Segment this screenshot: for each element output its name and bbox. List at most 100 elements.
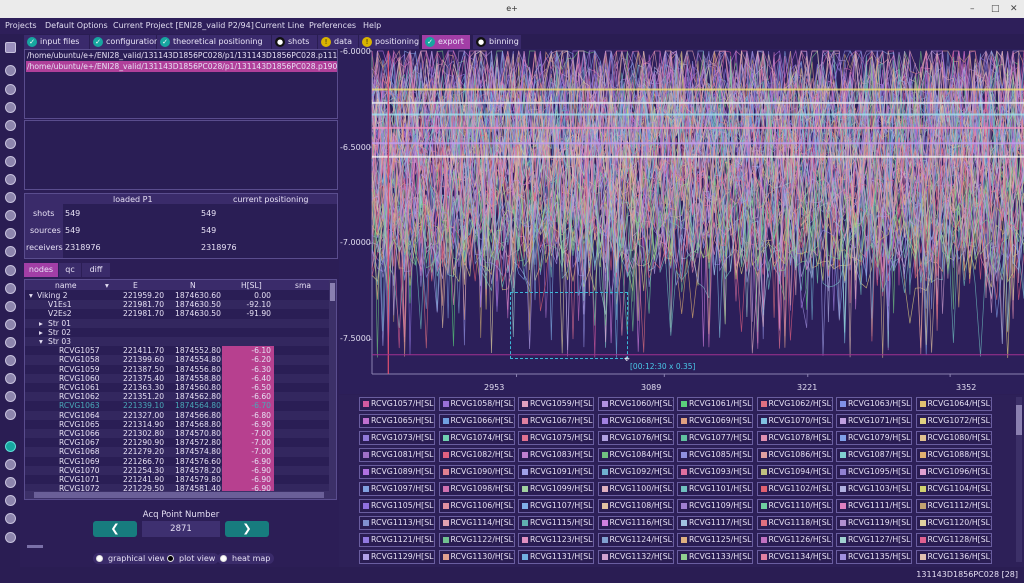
legend-item[interactable]: RCVG1125/H[SL] bbox=[677, 533, 753, 547]
legend-item[interactable]: RCVG1107/H[SL] bbox=[518, 499, 594, 513]
table-row[interactable]: RCVG1068 221279.20 1874574.80 -7.00 bbox=[25, 447, 329, 457]
tool-icon[interactable] bbox=[5, 373, 16, 384]
legend-item[interactable]: RCVG1061/H[SL] bbox=[677, 397, 753, 411]
table-row[interactable]: RCVG1069 221266.70 1874576.60 -6.90 bbox=[25, 456, 329, 466]
legend-item[interactable]: RCVG1108/H[SL] bbox=[597, 499, 674, 513]
tab-diff[interactable]: diff bbox=[82, 263, 110, 277]
tool-icon[interactable] bbox=[5, 513, 16, 524]
radio-plot-view[interactable]: plot view bbox=[164, 553, 220, 564]
minimize-icon[interactable]: – bbox=[970, 4, 975, 14]
legend-item[interactable]: RCVG1122/H[SL] bbox=[438, 533, 515, 547]
table-row[interactable]: RCVG1066 221302.80 1874570.80 -7.00 bbox=[25, 429, 329, 439]
scroll-thumb[interactable] bbox=[330, 283, 335, 301]
legend-item[interactable]: RCVG1078/H[SL] bbox=[756, 431, 833, 445]
table-row[interactable]: RCVG1065 221314.90 1874568.80 -6.90 bbox=[25, 419, 329, 429]
legend-item[interactable]: RCVG1113/H[SL] bbox=[359, 516, 435, 530]
legend-item[interactable]: RCVG1129/H[SL] bbox=[359, 550, 435, 564]
tool-icon[interactable] bbox=[5, 65, 16, 76]
tab-configuration[interactable]: ✓ configuration bbox=[90, 35, 159, 49]
legend-item[interactable]: RCVG1101/H[SL] bbox=[677, 482, 753, 496]
legend-item[interactable]: RCVG1126/H[SL] bbox=[756, 533, 833, 547]
tool-icon[interactable] bbox=[5, 246, 16, 257]
legend-item[interactable]: RCVG1130/H[SL] bbox=[438, 550, 515, 564]
legend-item[interactable]: RCVG1110/H[SL] bbox=[756, 499, 833, 513]
tool-icon[interactable] bbox=[5, 495, 16, 506]
legend-item[interactable]: RCVG1096/H[SL] bbox=[915, 465, 992, 479]
table-row[interactable]: ▸ Str 02 bbox=[25, 328, 329, 337]
legend-item[interactable]: RCVG1057/H[SL] bbox=[359, 397, 435, 411]
legend-item[interactable]: RCVG1083/H[SL] bbox=[518, 448, 594, 462]
tool-icon[interactable] bbox=[5, 156, 16, 167]
legend-panel[interactable]: RCVG1057/H[SL] RCVG1058/H[SL] RCVG1059/H[S… bbox=[339, 395, 1024, 567]
tab-binning[interactable]: ● binning bbox=[473, 35, 521, 49]
vertical-scrollbar[interactable] bbox=[329, 280, 336, 491]
legend-item[interactable]: RCVG1085/H[SL] bbox=[677, 448, 753, 462]
legend-item[interactable]: RCVG1062/H[SL] bbox=[756, 397, 833, 411]
legend-item[interactable]: RCVG1095/H[SL] bbox=[836, 465, 912, 479]
legend-item[interactable]: RCVG1068/H[SL] bbox=[597, 414, 674, 428]
tab-qc[interactable]: qc bbox=[59, 263, 81, 277]
tool-icon[interactable] bbox=[5, 301, 16, 312]
table-row[interactable]: ▸ Str 01 bbox=[25, 318, 329, 328]
zoom-selection-box[interactable] bbox=[510, 292, 628, 359]
tool-icon[interactable] bbox=[5, 174, 16, 185]
tool-icon[interactable] bbox=[5, 409, 16, 420]
legend-item[interactable]: RCVG1121/H[SL] bbox=[359, 533, 435, 547]
table-row[interactable]: RCVG1072 221229.50 1874581.40 -6.90 bbox=[25, 484, 329, 494]
legend-item[interactable]: RCVG1127/H[SL] bbox=[836, 533, 912, 547]
maximize-icon[interactable]: □ bbox=[991, 4, 1000, 14]
horizontal-scrollbar[interactable] bbox=[25, 491, 336, 499]
table-row[interactable]: RCVG1062 221351.20 1874562.80 -6.60 bbox=[25, 392, 329, 402]
tab-data[interactable]: ! data bbox=[318, 35, 358, 49]
legend-item[interactable]: RCVG1124/H[SL] bbox=[597, 533, 674, 547]
home-icon[interactable] bbox=[5, 42, 16, 53]
legend-item[interactable]: RCVG1091/H[SL] bbox=[518, 465, 594, 479]
legend-item[interactable]: RCVG1104/H[SL] bbox=[915, 482, 992, 496]
table-row[interactable]: RCVG1057 221411.70 1874552.80 -6.10 bbox=[25, 346, 329, 356]
tool-icon[interactable] bbox=[5, 391, 16, 402]
tab-positioning[interactable]: ! positioning bbox=[359, 35, 419, 49]
legend-item[interactable]: RCVG1073/H[SL] bbox=[359, 431, 435, 445]
legend-item[interactable]: RCVG1070/H[SL] bbox=[756, 414, 833, 428]
legend-item[interactable]: RCVG1105/H[SL] bbox=[359, 499, 435, 513]
legend-item[interactable]: RCVG1074/H[SL] bbox=[438, 431, 515, 445]
tool-icon[interactable] bbox=[5, 84, 16, 95]
legend-item[interactable]: RCVG1072/H[SL] bbox=[915, 414, 992, 428]
node-table[interactable]: name ▾ E N H[SL] sma ▾ Viking 2 221959.20 1… bbox=[24, 279, 337, 500]
slider[interactable] bbox=[27, 545, 43, 548]
table-row[interactable]: RCVG1067 221290.90 1874572.80 -7.00 bbox=[25, 438, 329, 448]
tab-input-files[interactable]: ✓ input files bbox=[24, 35, 89, 49]
file-path-item[interactable]: /home/ubuntu/e+/ENI28_valid/131143D1856P… bbox=[27, 51, 337, 60]
next-button[interactable]: ❯ bbox=[225, 521, 269, 537]
legend-item[interactable]: RCVG1100/H[SL] bbox=[597, 482, 674, 496]
legend-item[interactable]: RCVG1071/H[SL] bbox=[836, 414, 912, 428]
chart-svg[interactable] bbox=[339, 49, 1024, 394]
tool-icon[interactable] bbox=[5, 228, 16, 239]
tool-icon[interactable] bbox=[5, 532, 16, 543]
legend-item[interactable]: RCVG1128/H[SL] bbox=[915, 533, 992, 547]
legend-item[interactable]: RCVG1080/H[SL] bbox=[915, 431, 992, 445]
menu-help[interactable]: Help bbox=[363, 21, 382, 30]
col-sma[interactable]: sma bbox=[295, 281, 312, 290]
tab-shots[interactable]: ● shots bbox=[272, 35, 317, 49]
legend-item[interactable]: RCVG1102/H[SL] bbox=[756, 482, 833, 496]
tool-icon[interactable] bbox=[5, 477, 16, 488]
col-n[interactable]: N bbox=[190, 281, 196, 290]
legend-item[interactable]: RCVG1103/H[SL] bbox=[836, 482, 912, 496]
share-icon[interactable] bbox=[5, 192, 16, 203]
legend-item[interactable]: RCVG1092/H[SL] bbox=[597, 465, 674, 479]
plot-area[interactable] bbox=[339, 49, 1024, 394]
table-row[interactable]: RCVG1061 221363.30 1874560.80 -6.50 bbox=[25, 383, 329, 393]
legend-item[interactable]: RCVG1088/H[SL] bbox=[915, 448, 992, 462]
col-e[interactable]: E bbox=[133, 281, 138, 290]
menu-default-options[interactable]: Default Options bbox=[45, 21, 108, 30]
legend-scrollbar[interactable] bbox=[1016, 397, 1022, 562]
legend-item[interactable]: RCVG1089/H[SL] bbox=[359, 465, 435, 479]
legend-item[interactable]: RCVG1135/H[SL] bbox=[836, 550, 912, 564]
scroll-thumb[interactable] bbox=[1016, 405, 1022, 435]
col-name[interactable]: name bbox=[55, 281, 77, 290]
table-row[interactable]: V1Es1 221981.70 1874630.50 -92.10 bbox=[25, 300, 329, 310]
file-path-item-selected[interactable]: /home/ubuntu/e+/ENI28_valid/131143D1856P… bbox=[26, 61, 337, 72]
legend-item[interactable]: RCVG1117/H[SL] bbox=[677, 516, 753, 530]
menu-current-project[interactable]: Current Project [ENI28_valid P2/94] bbox=[113, 21, 254, 30]
